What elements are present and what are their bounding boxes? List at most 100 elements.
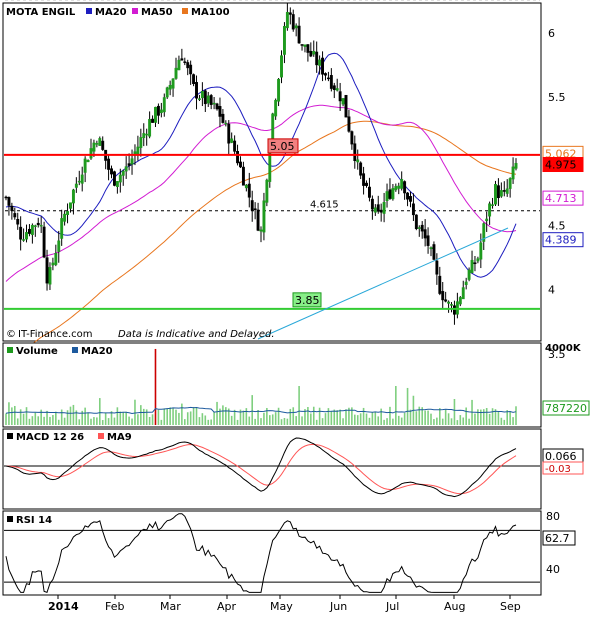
candle <box>189 60 193 85</box>
candle <box>80 166 84 192</box>
x-label-jun: Jun <box>329 600 347 613</box>
candle <box>89 138 93 160</box>
candle <box>142 123 146 147</box>
candle <box>450 302 453 313</box>
candle <box>400 171 404 191</box>
x-label-apr: Apr <box>217 600 237 613</box>
volume-last-tag: 787220 <box>545 402 587 415</box>
candle <box>488 201 492 225</box>
candle <box>353 135 357 169</box>
candle <box>71 188 75 215</box>
candle <box>230 132 234 144</box>
candle <box>212 97 216 110</box>
candle <box>171 78 175 97</box>
candle <box>438 266 442 296</box>
candle <box>124 156 128 179</box>
candle <box>411 193 415 221</box>
trend-line <box>257 227 509 340</box>
candle <box>303 44 307 53</box>
volume-ma-line <box>5 406 517 415</box>
candle <box>502 181 506 197</box>
candle <box>174 57 178 80</box>
candle <box>397 182 401 195</box>
candle <box>259 226 263 243</box>
candle <box>250 190 254 222</box>
candle <box>291 9 295 32</box>
candle <box>27 224 31 237</box>
candle <box>162 93 166 117</box>
candle <box>414 214 418 231</box>
candle <box>403 180 407 200</box>
candle <box>417 225 421 237</box>
volume-ma <box>5 406 517 415</box>
candle <box>362 166 366 195</box>
candle <box>54 244 58 267</box>
candle <box>288 7 292 25</box>
candle <box>508 177 512 198</box>
resistance-tag: 5.05 <box>270 140 295 153</box>
source-label: IT-Finance.com <box>18 329 93 340</box>
candle <box>57 230 61 263</box>
macd-line <box>5 437 517 498</box>
candle <box>379 203 383 222</box>
candle <box>48 262 52 290</box>
candle <box>435 253 439 285</box>
candle <box>107 155 111 181</box>
candle <box>321 51 325 82</box>
candle <box>326 71 330 82</box>
candle <box>499 182 503 198</box>
candle <box>77 170 81 186</box>
candle <box>215 102 219 111</box>
price-legend: MOTA ENGIL MA20 MA50 MA100 <box>6 7 230 18</box>
disclaimer-label: Data is Indicative and Delayed. <box>118 329 275 340</box>
candle <box>74 177 78 193</box>
rsi-title: RSI 14 <box>16 515 52 526</box>
candle <box>318 55 322 75</box>
candle <box>324 72 327 81</box>
legend-ma100: MA100 <box>191 7 230 18</box>
rsi-line <box>5 513 517 594</box>
macd-last-tag: 0.066 <box>545 450 577 463</box>
candle <box>218 97 222 128</box>
price-tick-5.5: 5.5 <box>548 91 566 104</box>
candle <box>244 184 248 192</box>
candle <box>391 183 395 201</box>
candle <box>423 219 427 247</box>
candle <box>356 149 360 170</box>
x-label-feb: Feb <box>105 600 124 613</box>
candle <box>447 300 451 313</box>
ma100-line <box>5 120 517 366</box>
volume-ma-label: MA20 <box>81 346 113 357</box>
candle <box>367 177 371 202</box>
legend-swatch-ma20 <box>86 8 92 14</box>
candle <box>186 59 190 76</box>
candle <box>350 130 354 150</box>
rsi-tick-80: 80 <box>546 510 560 523</box>
macd-signal-label: MA9 <box>107 432 132 443</box>
price-panel-frame <box>2 2 542 342</box>
candle <box>168 80 172 96</box>
candle <box>491 197 495 209</box>
candle <box>441 282 445 310</box>
candle <box>22 228 26 242</box>
candle <box>470 250 474 274</box>
price-tick-4: 4 <box>548 284 555 297</box>
legend-swatch-volume <box>7 347 13 353</box>
candle <box>373 204 377 216</box>
candle <box>121 169 125 186</box>
candle <box>151 115 155 123</box>
candle <box>69 202 72 213</box>
candle <box>376 195 380 214</box>
candle <box>256 202 260 232</box>
candle <box>253 202 257 220</box>
legend-swatch-volume-ma <box>72 347 78 353</box>
candle <box>282 22 286 64</box>
macd-lines <box>4 437 540 498</box>
candle <box>63 210 67 226</box>
chart-title: MOTA ENGIL <box>6 7 76 18</box>
volume-last-tag-box <box>542 400 590 416</box>
